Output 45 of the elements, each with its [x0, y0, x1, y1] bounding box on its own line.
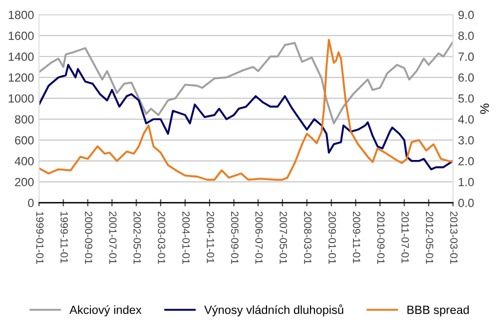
y-tick-label: 800 — [14, 115, 34, 124]
x-tick-label: 2013-03-01 — [450, 212, 458, 264]
y-tick-label: 1400 — [8, 52, 34, 61]
x-tick-label: 2001-07-01 — [109, 212, 117, 264]
x-tick-label: 2009-01-01 — [328, 212, 336, 264]
y2-tick-label: 4.0 — [458, 115, 474, 124]
y-tick-label: 600 — [15, 136, 34, 144]
y-tick-label: 0 — [28, 198, 34, 208]
x-tick-label: 2012-05-01 — [426, 212, 434, 264]
legend-label: Výnosy vládních dluhopisů — [204, 304, 344, 316]
x-tick-label: 2005-09-01 — [231, 212, 238, 264]
y2-tick-label: 6.0 — [458, 73, 474, 82]
y-tick-label: 400 — [14, 156, 34, 166]
legend-label: Akciový index — [69, 305, 142, 316]
y-tick-label: 200 — [15, 178, 34, 186]
x-tick-label: 2006-07-01 — [255, 212, 263, 264]
y2-tick-label: 2.0 — [458, 156, 474, 166]
legend-label: BBB spread — [407, 305, 469, 316]
line-series — [39, 40, 453, 124]
x-tick-label: 2010-09-01 — [377, 212, 385, 264]
x-tick-label: 2004-01-01 — [182, 212, 190, 264]
x-tick-label: 1999-01-01 — [36, 212, 44, 264]
line-series — [39, 38, 453, 181]
x-tick-label: 2009-11-01 — [352, 212, 360, 264]
y2-tick-label: 3.0 — [458, 136, 474, 144]
x-tick-label: 2003-03-01 — [158, 212, 166, 264]
x-tick-label: 2008-03-01 — [304, 212, 312, 264]
y2-tick-label: 7.0 — [458, 52, 474, 61]
y-tick-label: 1600 — [8, 32, 34, 40]
y2-tick-label: 0.0 — [458, 198, 474, 208]
y2-tick-label: 9.0 — [458, 10, 474, 20]
y2-tick-label: 8.0 — [458, 32, 474, 40]
x-tick-label: 2000-09-01 — [84, 212, 92, 264]
x-tick-label: 2004-11-01 — [206, 212, 214, 264]
y2-tick-label: 1.0 — [458, 178, 474, 186]
x-tick-label: 2002-05-01 — [134, 212, 141, 264]
y-tick-label: 1800 — [8, 10, 34, 20]
x-tick-label: 2007-05-01 — [280, 212, 288, 264]
x-tick-label: 1999-11-01 — [60, 212, 68, 264]
y2-tick-label: 5.0 — [458, 94, 474, 103]
y2-axis-title: % — [480, 104, 489, 114]
line-series — [39, 64, 453, 170]
y-tick-label: 1200 — [8, 73, 34, 82]
y-tick-label: 1000 — [8, 94, 34, 103]
x-tick-label: 2011-07-01 — [401, 212, 409, 264]
